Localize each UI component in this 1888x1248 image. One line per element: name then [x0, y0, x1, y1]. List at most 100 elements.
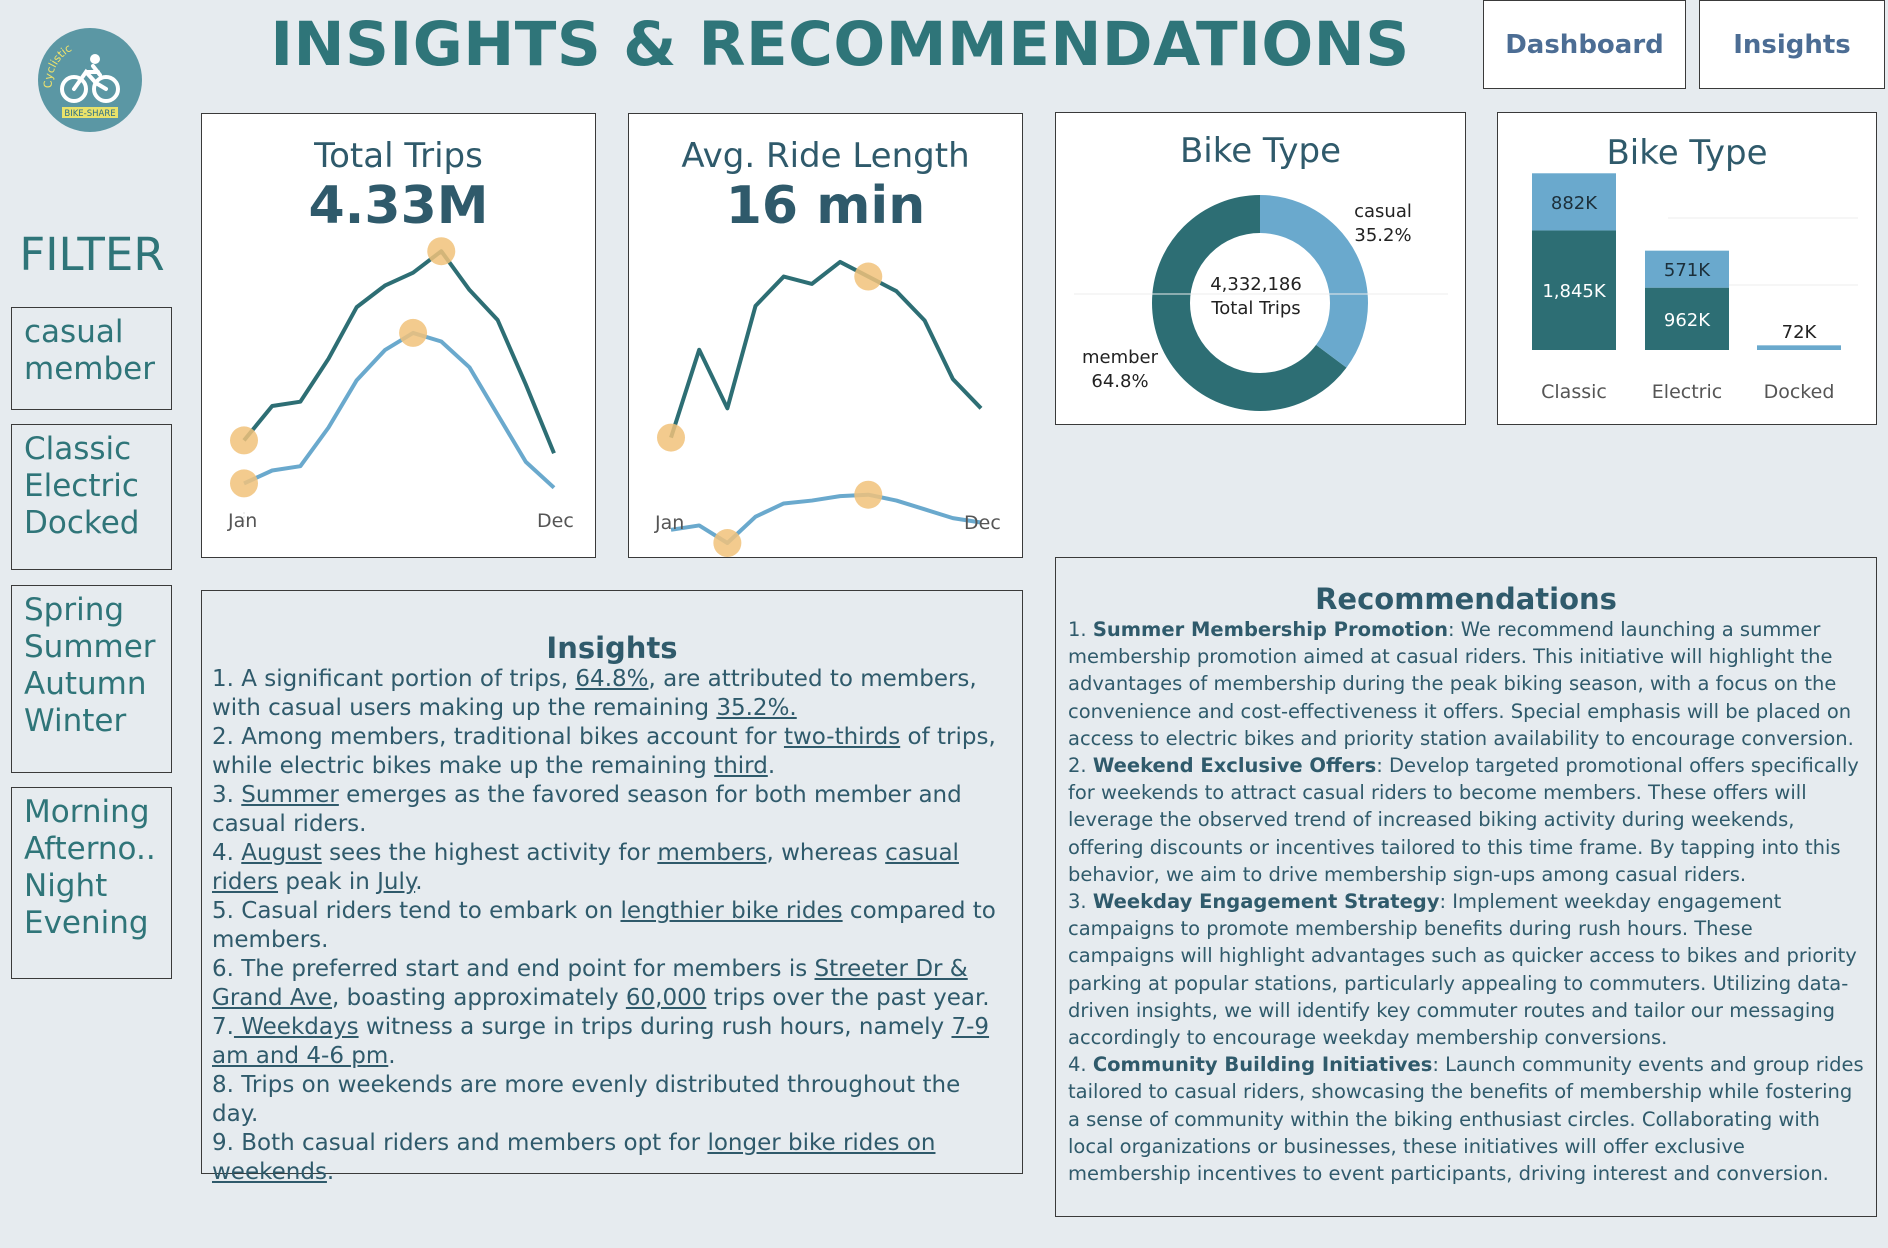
- insight-item: 2. Among members, traditional bikes acco…: [212, 723, 1012, 781]
- bar-category-label: Docked: [1763, 381, 1835, 403]
- bike-type-donut-card: Bike Type 4,332,186 Total Trips casual 3…: [1055, 112, 1466, 425]
- insights-list: 1. A significant portion of trips, 64.8%…: [212, 665, 1012, 1187]
- filter-option-morning[interactable]: Morning: [24, 794, 150, 830]
- insight-text: sees the highest activity for: [321, 840, 658, 866]
- insight-text: .: [767, 753, 776, 779]
- recommendation-head: Weekend Exclusive Offers: [1092, 754, 1377, 778]
- insight-text: , boasting approximately: [332, 985, 626, 1011]
- recommendation-item: 2. Weekend Exclusive Offers: Develop tar…: [1068, 752, 1864, 888]
- filter-option-classic[interactable]: Classic: [24, 431, 132, 467]
- insight-text: witness a surge in trips during rush hou…: [358, 1014, 952, 1040]
- series-line-0: [242, 249, 556, 455]
- insight-text: 4.: [212, 840, 242, 866]
- insight-item: 1. A significant portion of trips, 64.8%…: [212, 665, 1012, 723]
- bar-member-data-label: 1,845K: [1542, 281, 1607, 302]
- avg-ride-length-value: 16 min: [725, 176, 926, 236]
- insight-text: 8. Trips on weekends are more evenly dis…: [212, 1072, 961, 1127]
- bike-type-donut-chart: 4,332,186 Total Trips casual 35.2% membe…: [1074, 195, 1448, 411]
- avg-ride-length-line-chart: [657, 259, 983, 558]
- total-trips-line-chart: [230, 237, 556, 522]
- recommendations-panel: Recommendations 1. Summer Membership Pro…: [1055, 557, 1877, 1217]
- filter-option-afternoon[interactable]: Afterno..: [24, 831, 156, 867]
- highlight-point: [657, 423, 685, 452]
- highlight-point: [713, 529, 742, 558]
- filter-option-winter[interactable]: Winter: [24, 703, 127, 739]
- cyclistic-logo: Cyclistic BIKE-SHARE: [38, 28, 142, 132]
- bar-member-electric: [1645, 287, 1729, 350]
- bike-logo-icon: Cyclistic BIKE-SHARE: [42, 42, 120, 119]
- insight-text: 6. The preferred start and end point for…: [212, 956, 815, 982]
- highlighted-text: two-thirds: [783, 724, 901, 750]
- insight-text: 5. Casual riders tend to embark on: [212, 898, 621, 924]
- insights-button[interactable]: Insights: [1699, 0, 1885, 89]
- recommendation-body: : We recommend launching a summer member…: [1068, 618, 1854, 750]
- highlighted-text: members: [657, 840, 767, 866]
- x-axis-start-label: Jan: [228, 510, 258, 532]
- highlighted-text: 64.8%: [575, 666, 649, 692]
- insight-text: , whereas: [766, 840, 886, 866]
- bike-type-filter: Classic Electric Docked: [11, 424, 172, 570]
- highlighted-text: 35.2%.: [716, 695, 797, 721]
- insight-text: , are attributed to members, with casual…: [212, 666, 977, 721]
- bar-casual-data-label: 571K: [1664, 260, 1711, 281]
- insight-text: 7.: [212, 1014, 234, 1040]
- page-title: INSIGHTS & RECOMMENDATIONS: [270, 9, 1410, 80]
- insight-text: 9. Both casual riders and members opt fo…: [212, 1130, 708, 1156]
- filter-option-night[interactable]: Night: [24, 868, 108, 904]
- donut-center-value: 4,332,186: [1210, 274, 1302, 295]
- bar-casual-electric: [1645, 250, 1729, 288]
- highlighted-text: July: [377, 869, 416, 895]
- dashboard-button[interactable]: Dashboard: [1483, 0, 1686, 89]
- recommendation-head: Summer Membership Promotion: [1092, 618, 1448, 641]
- bar-casual-docked: [1757, 345, 1841, 350]
- recommendation-body: : Launch community events and group ride…: [1068, 1053, 1864, 1186]
- total-trips-label: Total Trips: [314, 136, 483, 176]
- bar-member-data-label: 962K: [1664, 310, 1711, 331]
- filter-option-autumn[interactable]: Autumn: [24, 666, 147, 702]
- bike-type-bar-chart: 882K 1,845K 571K 962K 72K: [1532, 173, 1858, 350]
- highlight-point: [230, 469, 258, 498]
- insights-panel: Insights 1. A significant portion of tri…: [201, 590, 1023, 1185]
- filter-option-spring[interactable]: Spring: [24, 592, 125, 628]
- filter-option-member[interactable]: member: [24, 351, 155, 387]
- filter-option-summer[interactable]: Summer: [24, 629, 156, 665]
- time-of-day-filter: Morning Afterno.. Night Evening: [11, 787, 172, 979]
- recommendation-body: : Implement weekday engagement campaigns…: [1068, 890, 1857, 1050]
- insight-item: 4. August sees the highest activity for …: [212, 839, 1012, 897]
- insight-text: trips over the past year.: [706, 985, 990, 1011]
- insight-text: compared to members.: [212, 898, 996, 953]
- filter-option-docked[interactable]: Docked: [24, 505, 140, 541]
- filter-option-casual[interactable]: casual: [24, 314, 124, 350]
- insight-item: 7. Weekdays witness a surge in trips dur…: [212, 1013, 1012, 1071]
- casual-slice-pct: 35.2%: [1354, 225, 1411, 246]
- highlighted-text: Summer: [241, 782, 339, 808]
- filter-option-evening[interactable]: Evening: [24, 905, 149, 941]
- highlighted-text: 7-9 am and 4-6 pm: [212, 1014, 990, 1069]
- bar-category-label: Classic: [1541, 381, 1607, 403]
- recommendation-item: 3. Weekday Engagement Strategy: Implemen…: [1068, 888, 1864, 1051]
- insight-text: .: [388, 1043, 396, 1069]
- insight-item: 6. The preferred start and end point for…: [212, 955, 1012, 1013]
- bar-casual-data-label: 72K: [1782, 322, 1818, 343]
- recommendation-item: 1. Summer Membership Promotion: We recom…: [1068, 616, 1864, 752]
- bike-type-bar-card: Bike Type 882K 1,845K 571K 962K 72K Classic …: [1497, 112, 1877, 425]
- highlighted-text: 60,000: [625, 985, 707, 1011]
- member-slice-pct: 64.8%: [1091, 371, 1148, 392]
- recommendation-num: 1.: [1068, 618, 1093, 641]
- donut-title: Bike Type: [1179, 131, 1342, 171]
- highlight-point: [427, 237, 456, 266]
- donut-center-label: Total Trips: [1210, 298, 1300, 319]
- x-axis-end-label: Dec: [537, 510, 574, 532]
- filter-option-electric[interactable]: Electric: [24, 468, 139, 504]
- bar-casual-classic: [1532, 173, 1616, 231]
- highlight-point: [854, 480, 883, 509]
- insight-text: 1. A significant portion of trips,: [212, 666, 576, 692]
- highlighted-text: August: [241, 840, 322, 866]
- series-line-1: [243, 330, 556, 490]
- highlighted-text: casual riders: [212, 840, 959, 895]
- recommendation-body: : Develop targeted promotional offers sp…: [1068, 754, 1859, 886]
- insights-title: Insights: [546, 631, 678, 665]
- bar-category-label: Electric: [1651, 381, 1723, 403]
- season-filter: Spring Summer Autumn Winter: [11, 585, 172, 773]
- recommendations-list: 1. Summer Membership Promotion: We recom…: [1068, 616, 1864, 1187]
